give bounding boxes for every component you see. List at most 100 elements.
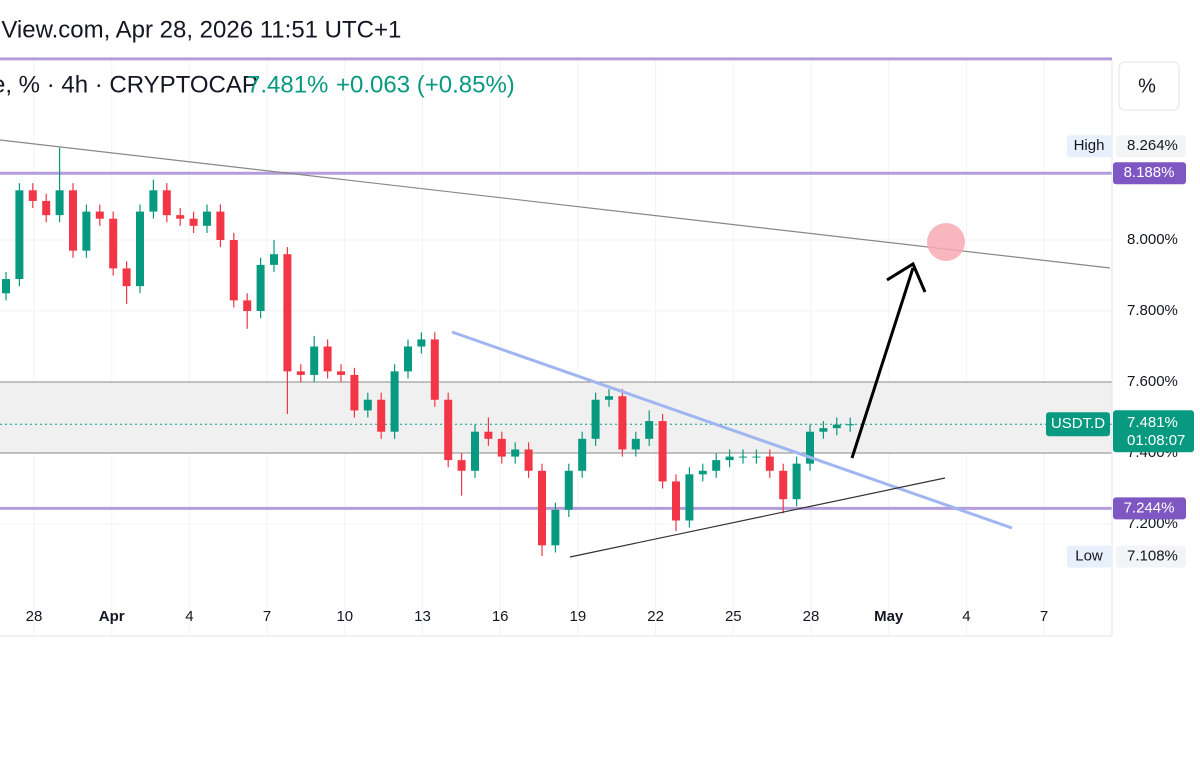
candle-body: [497, 438, 506, 457]
candle-body: [631, 438, 640, 450]
candle-body: [2, 279, 10, 294]
x-tick-label: 25: [725, 608, 742, 625]
trend-line: [0, 139, 1111, 269]
candle-body: [685, 474, 694, 521]
x-tick-label: 19: [570, 608, 587, 625]
x-tick-label: 28: [26, 608, 43, 625]
candle-body: [55, 190, 64, 216]
level-label: 7.244%: [1124, 499, 1175, 516]
x-tick-label: 10: [336, 608, 353, 625]
level-label: 8.188%: [1124, 164, 1175, 181]
candle-body: [149, 190, 158, 212]
candle-body: [28, 190, 37, 201]
candle-body: [42, 200, 51, 216]
candle-body: [551, 509, 560, 546]
candle-body: [806, 431, 814, 464]
candle-body: [377, 399, 386, 432]
low-marker-value-bg: [1116, 545, 1186, 568]
candle-body: [578, 438, 587, 471]
x-tick-label: Apr: [99, 608, 125, 625]
candle-body: [136, 211, 144, 287]
unit-button-label[interactable]: %: [1138, 75, 1156, 97]
header-price: 7.481%: [247, 71, 328, 98]
zone: [0, 382, 1112, 454]
last-name-bg: [1046, 412, 1110, 437]
candle-body: [162, 190, 171, 216]
candle-body: [564, 470, 573, 510]
header-source: gView.com, Apr 28, 2026 11:51 UTC+1: [0, 16, 401, 43]
last-price-bg: [1113, 410, 1194, 453]
candle-body: [457, 460, 466, 471]
candle-body: [243, 300, 252, 312]
candle-body: [122, 268, 131, 287]
unit-button[interactable]: [1118, 61, 1180, 111]
low-marker-bg: [1067, 545, 1112, 568]
candle-body: [363, 399, 372, 411]
y-tick-label: 7.600%: [1127, 373, 1178, 390]
candle-body: [296, 371, 305, 375]
candle-body: [538, 470, 546, 546]
axis-layer: 28 Apr 4 7 10 13 16 19 22 25 28 May 4 7 8.000% 7.800% 7.…: [26, 135, 1194, 625]
candle-body: [176, 215, 185, 219]
last-countdown: 01:08:07: [1127, 432, 1185, 449]
x-tick-label: 22: [647, 608, 664, 625]
level-badge: [1113, 162, 1186, 185]
y-tick-label: 7.800%: [1127, 302, 1178, 319]
candle-body: [712, 460, 721, 471]
high-marker-bg: [1067, 135, 1112, 158]
candle-body: [430, 339, 439, 400]
candle-body: [283, 254, 292, 372]
high-marker-label: High: [1074, 137, 1105, 154]
level-badge: [1113, 497, 1186, 520]
x-tick-label: 4: [185, 608, 193, 625]
low-marker-value: 7.108%: [1127, 548, 1178, 565]
header-symbol: e, % · 4h · CRYPTOCAP: [0, 71, 258, 98]
header-change: +0.063 (+0.85%): [336, 71, 515, 98]
candle-body: [323, 346, 332, 372]
candle-body: [337, 371, 345, 375]
candle-body: [618, 396, 627, 450]
target-circle: [927, 223, 965, 261]
candle-body: [524, 449, 533, 471]
candle-body: [109, 218, 118, 269]
y-tick-label: 8.000%: [1127, 231, 1178, 248]
last-price: 7.481%: [1127, 414, 1178, 431]
arrow-head: [886, 261, 927, 293]
x-tick-label: 28: [803, 608, 820, 625]
candle-body: [765, 456, 774, 471]
high-marker-value: 8.264%: [1127, 137, 1178, 154]
arrow: [850, 267, 915, 459]
candle-body: [95, 211, 104, 219]
candle-body: [725, 456, 734, 461]
candle-body: [739, 456, 747, 458]
x-tick-label: 13: [414, 608, 431, 625]
candle-body: [832, 424, 841, 429]
candle-body: [591, 399, 600, 439]
trend-line: [451, 330, 1013, 530]
last-name: USDT.D: [1051, 415, 1105, 432]
candle-body: [404, 346, 412, 372]
candle-body: [471, 431, 479, 471]
candle-body: [444, 399, 453, 461]
candle-body: [672, 481, 680, 521]
candle-body: [792, 463, 801, 500]
candle-body: [350, 374, 359, 411]
candle-body: [605, 396, 613, 400]
candle-body: [310, 346, 319, 375]
candle-body: [189, 218, 198, 226]
x-tick-label: 16: [492, 608, 509, 625]
trend-line: [569, 477, 946, 558]
candle-body: [819, 428, 828, 432]
candle-body: [658, 421, 667, 482]
candle-body: [484, 431, 493, 439]
candle-body: [256, 264, 265, 312]
candle-body: [15, 190, 24, 280]
candle-body: [216, 211, 225, 240]
background-layer: [0, 57, 1112, 636]
x-tick-label: 7: [263, 608, 271, 625]
candle-body: [229, 240, 238, 301]
candle-body: [82, 211, 91, 251]
candle-body: [270, 254, 278, 265]
